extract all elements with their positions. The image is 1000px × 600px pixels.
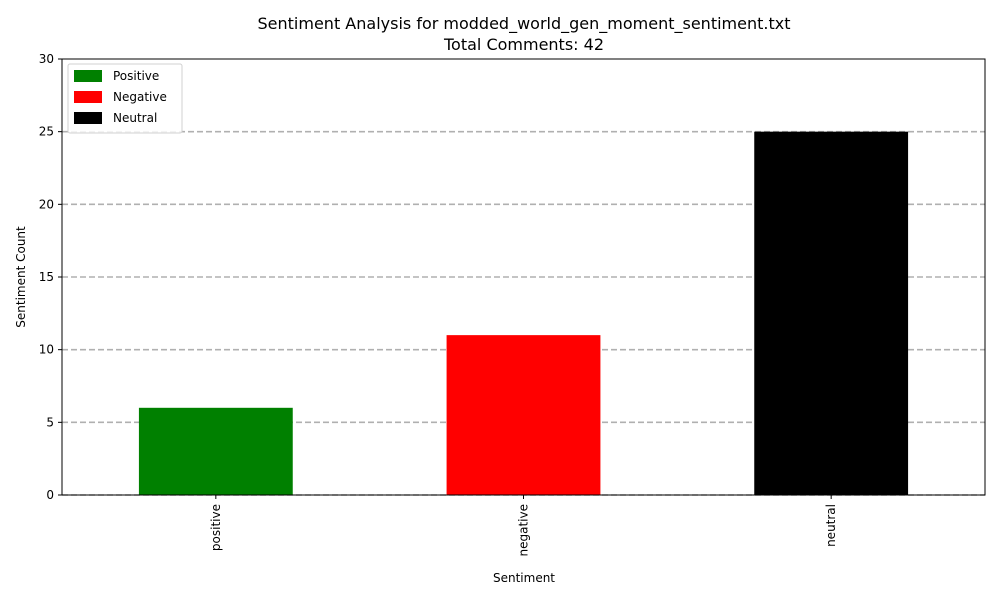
y-tick-label-15: 15 (39, 270, 54, 284)
y-tick-label-5: 5 (46, 415, 54, 429)
bar-negative (446, 335, 601, 495)
bar-neutral (754, 131, 909, 495)
x-axis-ticks: positive negative neutral (209, 495, 838, 556)
bar-positive (138, 407, 293, 495)
y-tick-label-10: 10 (39, 343, 54, 357)
bars (138, 131, 909, 495)
chart-title: Sentiment Analysis for modded_world_gen_… (258, 14, 791, 34)
y-tick-label-25: 25 (39, 125, 54, 139)
y-axis-ticks: 0 5 10 15 20 25 30 (39, 52, 62, 502)
legend-swatch-positive (74, 70, 102, 82)
x-tick-label-negative: negative (517, 504, 531, 556)
y-tick-label-0: 0 (46, 488, 54, 502)
y-axis-label: Sentiment Count (14, 226, 28, 328)
legend-swatch-negative (74, 91, 102, 103)
legend-label-neutral: Neutral (113, 111, 157, 125)
legend-label-negative: Negative (113, 90, 167, 104)
x-axis-label: Sentiment (493, 571, 555, 585)
x-tick-label-neutral: neutral (824, 504, 838, 547)
chart-subtitle: Total Comments: 42 (443, 35, 604, 54)
x-tick-label-positive: positive (209, 504, 223, 551)
legend-swatch-neutral (74, 112, 102, 124)
legend-label-positive: Positive (113, 69, 159, 83)
y-tick-label-20: 20 (39, 197, 54, 211)
y-tick-label-30: 30 (39, 52, 54, 66)
legend: Positive Negative Neutral (67, 63, 183, 134)
